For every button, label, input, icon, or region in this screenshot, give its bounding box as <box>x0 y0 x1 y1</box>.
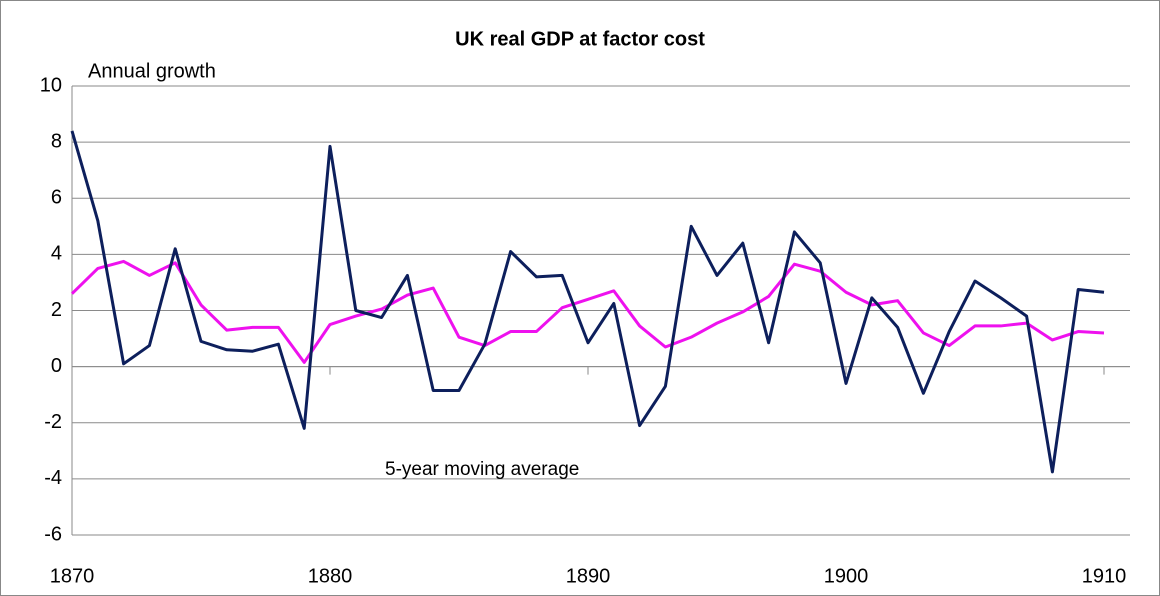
y-tick-label: 4 <box>51 243 62 265</box>
y-tick-label: -4 <box>44 467 62 489</box>
y-tick-label: 0 <box>51 355 62 377</box>
y-tick-label: -2 <box>44 411 62 433</box>
series-label: Annual growth <box>88 60 216 82</box>
chart-title: UK real GDP at factor cost <box>455 28 705 50</box>
series-line <box>70 130 1105 474</box>
y-tick-label: 2 <box>51 299 62 321</box>
x-tick-label: 1900 <box>824 565 869 587</box>
x-tick-label: 1890 <box>566 565 611 587</box>
x-tick-label: 1880 <box>308 565 353 587</box>
y-tick-label: -6 <box>44 523 62 545</box>
y-tick-label: 8 <box>51 130 62 152</box>
x-tick-label: 1870 <box>50 565 95 587</box>
series-line <box>70 259 1105 364</box>
x-tick-label: 1910 <box>1082 565 1127 587</box>
y-tick-label: 10 <box>40 74 62 96</box>
y-tick-label: 6 <box>51 187 62 209</box>
series-label: 5-year moving average <box>385 459 579 480</box>
